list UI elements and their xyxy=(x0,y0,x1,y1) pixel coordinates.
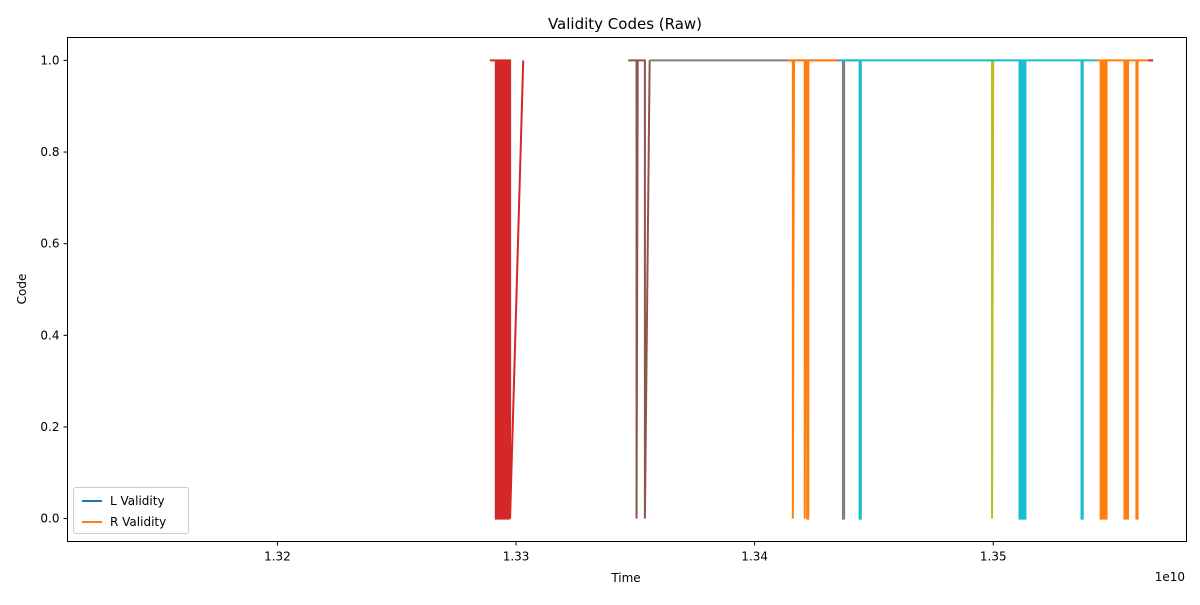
y-axis-label: Code xyxy=(15,274,29,305)
legend-label: L Validity xyxy=(110,494,165,508)
y-tick-label: 0.2 xyxy=(40,420,59,434)
series-line-8 xyxy=(1095,59,1154,520)
legend-swatch-l xyxy=(82,500,102,502)
plot-frame xyxy=(67,37,1187,542)
series-line-3 xyxy=(628,59,651,519)
x-tick-label: 1.34 xyxy=(741,550,768,564)
legend-swatch-r xyxy=(82,521,102,523)
y-axis: 0.0 0.2 0.4 0.6 0.8 1.0 xyxy=(40,53,68,526)
y-tick-label: 1.0 xyxy=(40,53,59,67)
x-tick-label: 1.33 xyxy=(503,550,530,564)
legend-label: R Validity xyxy=(110,515,167,529)
x-tick-label: 1.35 xyxy=(980,550,1007,564)
series-line-4 xyxy=(649,59,863,520)
plot-lines xyxy=(489,59,1154,520)
series-line-5 xyxy=(788,59,839,520)
chart-title: Validity Codes (Raw) xyxy=(548,15,702,33)
legend-item-l-validity: L Validity xyxy=(82,492,165,510)
legend-item-r-validity: R Validity xyxy=(82,513,166,531)
series-line-7 xyxy=(838,59,1099,520)
x-axis-offset-label: 1e10 xyxy=(1155,570,1185,584)
x-tick-label: 1.32 xyxy=(264,550,291,564)
x-axis: 1.32 1.33 1.34 1.35 xyxy=(264,541,1007,564)
x-axis-label: Time xyxy=(610,571,640,585)
y-tick-label: 0.6 xyxy=(40,237,59,251)
y-tick-label: 0.8 xyxy=(40,145,59,159)
y-tick-label: 0.4 xyxy=(40,328,59,342)
legend: L Validity R Validity xyxy=(73,487,189,534)
series-line-2 xyxy=(489,59,525,520)
y-tick-label: 0.0 xyxy=(40,512,59,526)
series-line-6 xyxy=(986,59,995,519)
